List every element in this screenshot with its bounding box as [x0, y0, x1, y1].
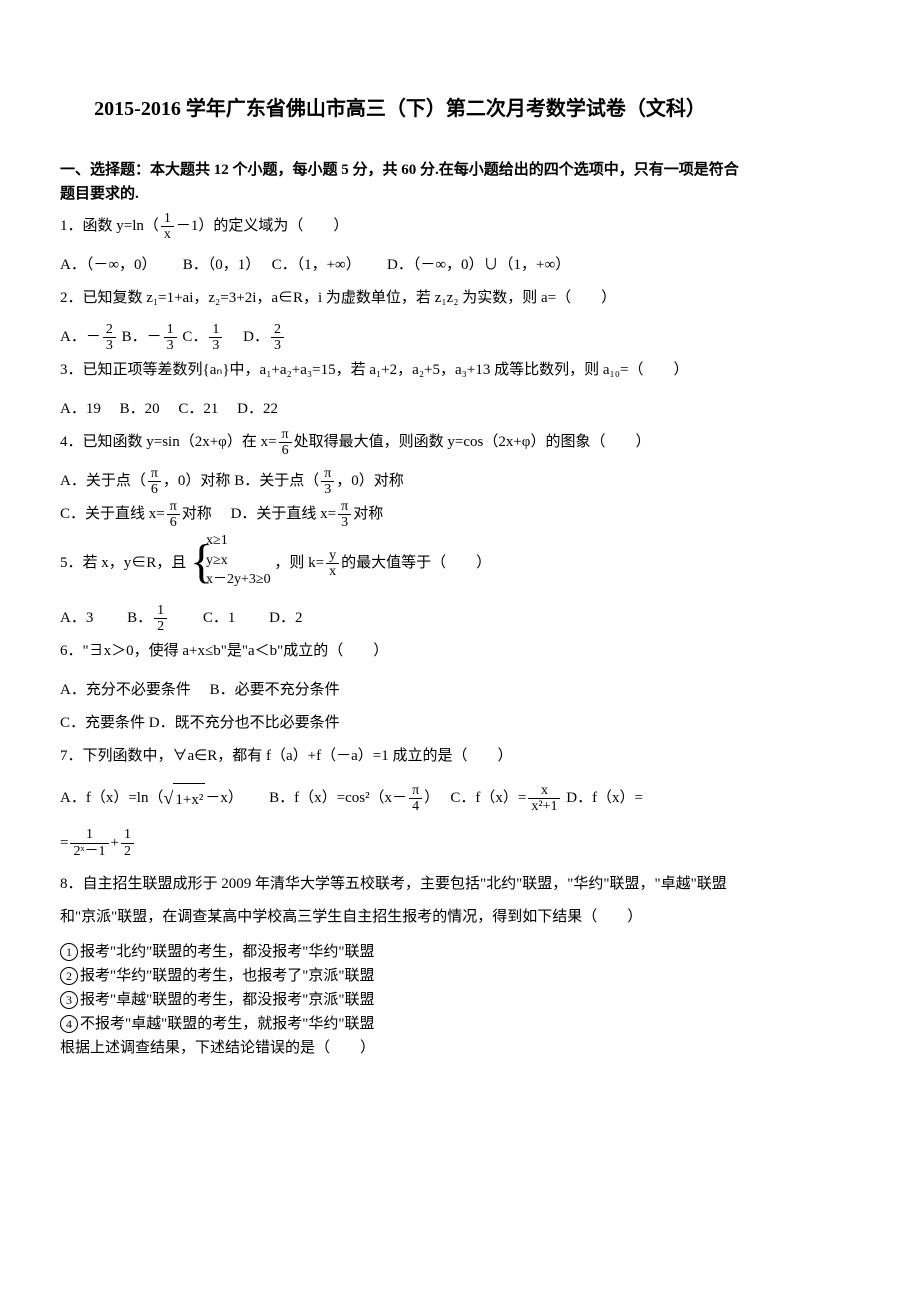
q6-options-row2: C．充要条件 D．既不充分也不比必要条件 — [60, 707, 740, 740]
q8-item-3: 3报考"卓越"联盟的考生，都没报考"京派"联盟 — [60, 988, 740, 1012]
question-6: 6．"∃x＞0，使得 a+x≤b"是"a＜b"成立的（ ） — [60, 635, 740, 668]
q3-option-c: C．21 — [178, 401, 218, 417]
circled-1-icon: 1 — [60, 943, 78, 961]
q2-option-c: C．13 — [182, 329, 224, 345]
question-1: 1．函数 y=ln（1x－1）的定义域为（ ） — [60, 210, 740, 243]
q6-options-row1: A．充分不必要条件 B．必要不充分条件 — [60, 674, 740, 707]
q4-options-row1: A．关于点（π6，0）对称 B．关于点（π3，0）对称 — [60, 465, 740, 498]
q2-option-b: B．－13 — [122, 329, 179, 345]
q1-options: A．（－∞，0） B．（0，1） C．（1，+∞） D．（－∞，0）∪（1，+∞… — [60, 249, 740, 282]
brace-left-icon: { — [190, 531, 213, 596]
question-7: 7．下列函数中，∀a∈R，都有 f（a）+f（－a）=1 成立的是（ ） — [60, 740, 740, 773]
q1-fraction: 1x — [161, 211, 174, 243]
q2-option-a: A．－23 — [60, 329, 118, 345]
q4-option-a: A．关于点（π6，0）对称 — [60, 473, 230, 489]
question-2: 2．已知复数 z₁=1+ai，z₂=3+2i，a∈R，i 为虚数单位，若 z₁z… — [60, 282, 740, 315]
q5-option-d: D．2 — [269, 610, 302, 626]
q3-option-a: A．19 — [60, 401, 101, 417]
q8-item-2: 2报考"华约"联盟的考生，也报考了"京派"联盟 — [60, 964, 740, 988]
q7-option-d-start: D．f（x）= — [566, 790, 643, 806]
q1-text-prefix: 1．函数 y=ln（ — [60, 218, 159, 234]
q5-option-c: C．1 — [203, 610, 236, 626]
sqrt-icon: √ — [163, 788, 173, 808]
q2-option-d: D．23 — [243, 329, 286, 345]
q8-item-4: 4不报考"卓越"联盟的考生，就报考"华约"联盟 — [60, 1012, 740, 1036]
q6-option-a: A．充分不必要条件 — [60, 682, 191, 698]
section-header: 一、选择题：本大题共 12 个小题，每小题 5 分，共 60 分.在每小题给出的… — [60, 158, 740, 206]
q7-option-c: C．f（x）=xx²+1 — [450, 790, 562, 806]
q1-option-d: D．（－∞，0）∪（1，+∞） — [387, 257, 570, 273]
q5-text-prefix: 5．若 x，y∈R，且 — [60, 555, 186, 571]
q2-options: A．－23 B．－13 C．13 D．23 — [60, 321, 740, 354]
q4-option-b: B．关于点（π3，0）对称 — [234, 473, 404, 489]
question-3: 3．已知正项等差数列{aₙ}中，a₁+a₂+a₃=15，若 a₁+2，a₂+5，… — [60, 354, 740, 387]
q4-option-d: D．关于直线 x=π3对称 — [231, 506, 384, 522]
q5-sys-line3: x－2y+3≥0 — [206, 572, 271, 587]
q5-brace-system: { x≥1 y≥x x－2y+3≥0 — [190, 531, 271, 596]
q8-item-1: 1报考"北约"联盟的考生，都没报考"华约"联盟 — [60, 940, 740, 964]
q4-fraction: π6 — [279, 427, 292, 459]
q6-option-b: B．必要不充分条件 — [210, 682, 340, 698]
q5-text-mid: ，则 k= — [274, 555, 324, 571]
q5-k-fraction: yx — [326, 548, 339, 580]
question-5: 5．若 x，y∈R，且 { x≥1 y≥x x－2y+3≥0 ，则 k=yx的最… — [60, 531, 740, 596]
q3-option-d: D．22 — [237, 401, 278, 417]
q1-text-suffix: －1）的定义域为（ ） — [176, 218, 349, 234]
q7-option-a: A．f（x）=ln（√1+x²－x） — [60, 790, 235, 806]
circled-2-icon: 2 — [60, 967, 78, 985]
q7-option-b: B．f（x）=cos²（x－π4） — [269, 790, 432, 806]
q4-text-prefix: 4．已知函数 y=sin（2x+φ）在 x= — [60, 434, 277, 450]
question-8: 8．自主招生联盟成形于 2009 年清华大学等五校联考，主要包括"北约"联盟，"… — [60, 868, 740, 934]
q5-option-b: B．12 — [127, 610, 169, 626]
q5-option-a: A．3 — [60, 610, 93, 626]
q7-options-row2: =12ˣ－1+12 — [60, 827, 740, 860]
circled-3-icon: 3 — [60, 991, 78, 1009]
q5-text-suffix: 的最大值等于（ ） — [341, 555, 491, 571]
q1-option-c: C．（1，+∞） — [272, 257, 354, 273]
q6-option-d: D．既不充分也不比必要条件 — [149, 715, 340, 731]
q7-options-row1: A．f（x）=ln（√1+x²－x） B．f（x）=cos²（x－π4） C．f… — [60, 779, 740, 819]
q5-options: A．3 B．12 C．1 D．2 — [60, 602, 740, 635]
q8-text2: 根据上述调查结果，下述结论错误的是（ ） — [60, 1036, 740, 1060]
q4-text-mid: 处取得最大值，则函数 y=cos（2x+φ）的图象（ ） — [294, 434, 651, 450]
circled-4-icon: 4 — [60, 1015, 78, 1033]
q4-options-row2: C．关于直线 x=π6对称 D．关于直线 x=π3对称 — [60, 498, 740, 531]
q7-option-d-cont: =12ˣ－1+12 — [60, 835, 136, 851]
q1-option-a: A．（－∞，0） — [60, 257, 149, 273]
q3-options: A．19 B．20 C．21 D．22 — [60, 393, 740, 426]
question-4: 4．已知函数 y=sin（2x+φ）在 x=π6处取得最大值，则函数 y=cos… — [60, 426, 740, 459]
page-title: 2015-2016 学年广东省佛山市高三（下）第二次月考数学试卷（文科） — [60, 90, 740, 128]
q6-option-c: C．充要条件 — [60, 715, 145, 731]
q1-option-b: B．（0，1） — [183, 257, 253, 273]
q4-option-c: C．关于直线 x=π6对称 — [60, 506, 212, 522]
q3-option-b: B．20 — [120, 401, 160, 417]
